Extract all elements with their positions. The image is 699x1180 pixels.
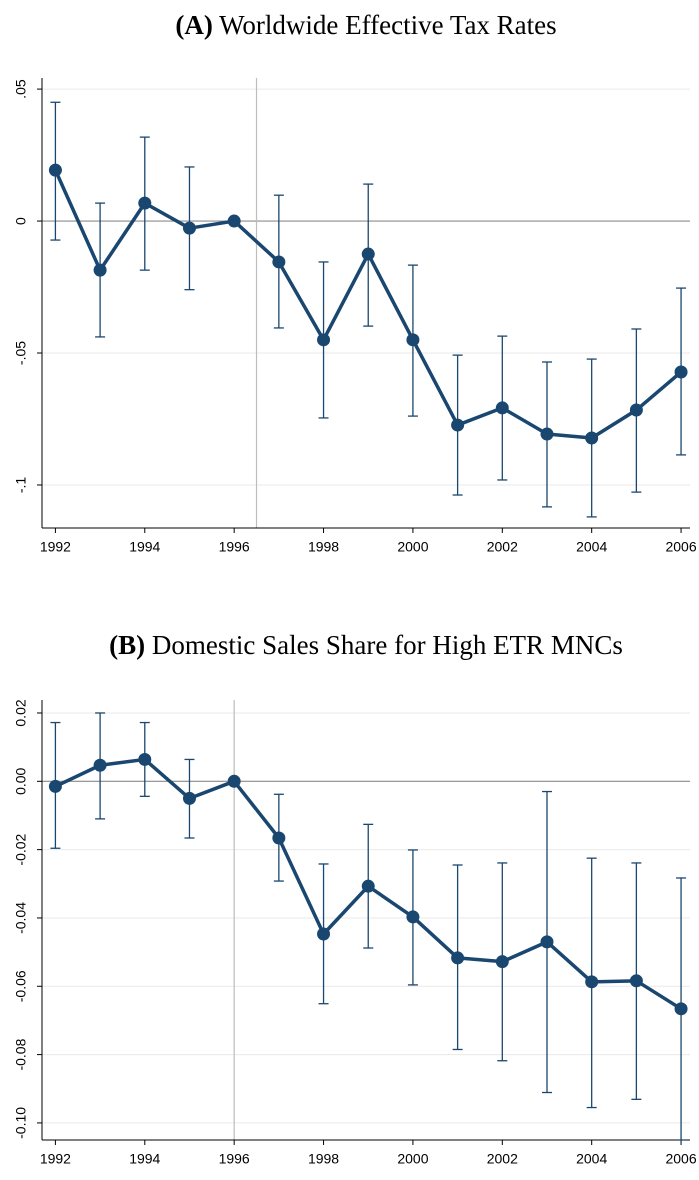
x-tick-label: 2004 (576, 539, 607, 555)
y-tick-label: -.1 (13, 477, 29, 494)
data-point (182, 221, 196, 235)
x-tick-label: 1992 (40, 539, 71, 555)
data-point (406, 333, 420, 347)
y-tick-label: -.05 (13, 341, 29, 365)
data-point (540, 427, 554, 441)
data-point (629, 974, 643, 988)
y-tick-label: -0.08 (13, 1038, 29, 1070)
data-point (540, 935, 554, 949)
data-point (495, 401, 509, 415)
y-tick-label: .05 (13, 79, 29, 99)
data-point (272, 831, 286, 845)
data-point (227, 214, 241, 228)
x-tick-label: 1996 (219, 1151, 250, 1167)
chart-panel: (B) Domestic Sales Share for High ETR MN… (13, 630, 697, 1167)
title-text: Worldwide Effective Tax Rates (219, 10, 557, 40)
panel-label: (A) (175, 10, 212, 40)
x-tick-label: 1998 (308, 539, 339, 555)
x-tick-label: 2002 (487, 539, 518, 555)
data-point (93, 758, 107, 772)
y-tick-label: 0.02 (13, 699, 29, 726)
data-point (674, 365, 688, 379)
title-text: Domestic Sales Share for High ETR MNCs (152, 630, 623, 660)
y-tick-label: 0 (13, 217, 29, 225)
x-tick-label: 1994 (129, 1151, 160, 1167)
y-tick-label: -0.04 (13, 902, 29, 934)
data-point (93, 263, 107, 277)
x-tick-label: 2000 (397, 539, 428, 555)
x-tick-label: 2006 (665, 539, 696, 555)
data-point (451, 951, 465, 965)
data-point (674, 1002, 688, 1016)
data-point (48, 163, 62, 177)
data-point (361, 879, 375, 893)
x-tick-label: 2002 (487, 1151, 518, 1167)
data-point (138, 752, 152, 766)
data-point (629, 403, 643, 417)
data-point (317, 333, 331, 347)
x-tick-label: 2006 (665, 1151, 696, 1167)
x-tick-label: 1998 (308, 1151, 339, 1167)
data-point (317, 927, 331, 941)
x-tick-label: 1994 (129, 539, 160, 555)
data-point (406, 910, 420, 924)
y-tick-label: -0.02 (13, 833, 29, 865)
data-point (272, 255, 286, 269)
x-tick-label: 2004 (576, 1151, 607, 1167)
data-point (182, 791, 196, 805)
chart-title: (B) Domestic Sales Share for High ETR MN… (109, 630, 623, 660)
chart-panel: (A) Worldwide Effective Tax Rates .05 0 -.0… (13, 10, 697, 555)
data-point (361, 247, 375, 261)
y-tick-label: -0.06 (13, 970, 29, 1002)
data-point (48, 779, 62, 793)
x-tick-label: 1996 (219, 539, 250, 555)
data-point (227, 774, 241, 788)
chart-title: (A) Worldwide Effective Tax Rates (175, 10, 556, 40)
data-point (451, 418, 465, 432)
y-tick-label: 0.00 (13, 767, 29, 794)
x-tick-label: 1992 (40, 1151, 71, 1167)
x-tick-label: 2000 (397, 1151, 428, 1167)
y-tick-label: -0.10 (13, 1107, 29, 1139)
data-point (585, 975, 599, 989)
panel-label: (B) (109, 630, 145, 660)
data-point (585, 431, 599, 445)
data-point (138, 196, 152, 210)
data-point (495, 955, 509, 969)
